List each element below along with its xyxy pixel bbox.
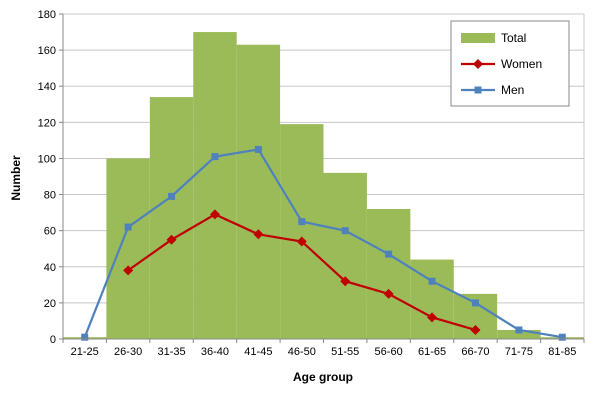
x-tick-label: 41-45 [244, 346, 272, 358]
point-women [123, 265, 134, 276]
point-men [474, 86, 482, 94]
legend-swatch-total [461, 33, 495, 43]
legend-label: Men [501, 83, 524, 97]
x-axis-title: Age group [293, 370, 353, 384]
point-women [296, 236, 307, 247]
x-tick-label: 31-35 [157, 346, 185, 358]
x-tick-label: 36-40 [201, 346, 229, 358]
y-tick-label: 0 [50, 334, 56, 346]
point-women [383, 288, 394, 299]
x-tick-label: 21-25 [71, 346, 99, 358]
line-men [83, 148, 563, 339]
legend-label: Total [501, 31, 526, 45]
x-tick-label: 51-55 [331, 346, 359, 358]
point-men [385, 250, 393, 258]
bar-total [193, 32, 237, 340]
y-tick-label: 100 [38, 153, 56, 165]
point-women [470, 324, 481, 335]
bar-total [236, 44, 281, 339]
legend: Total Women Men [450, 20, 570, 107]
point-men [168, 192, 176, 200]
point-women [473, 59, 483, 69]
bar-total [366, 209, 411, 339]
bar-total [323, 172, 367, 339]
line-series [81, 145, 566, 341]
point-men [124, 223, 132, 231]
x-tick-label: 26-30 [114, 346, 142, 358]
axes: 0 20 40 60 80 100 120 140 160 180 21-25 26-30 31-35 3… [38, 9, 585, 358]
x-tick-label: 46-50 [288, 346, 316, 358]
point-men [254, 145, 262, 153]
point-men [81, 333, 89, 341]
point-women [209, 209, 220, 220]
bar-total [497, 329, 541, 339]
legend-label: Women [501, 57, 542, 71]
point-women [340, 276, 351, 287]
point-women [253, 229, 264, 240]
point-men [211, 153, 219, 161]
y-tick-label: 140 [38, 81, 56, 93]
y-tick-label: 160 [38, 45, 56, 57]
x-tick-label: 66-70 [461, 346, 489, 358]
point-men [515, 326, 523, 334]
bar-total [149, 97, 194, 339]
y-tick-label: 20 [44, 298, 56, 310]
x-tick-label: 61-65 [418, 346, 446, 358]
y-tick-label: 40 [44, 262, 56, 274]
point-men [298, 218, 306, 226]
point-women [427, 312, 438, 323]
x-tick-label: 81-85 [548, 346, 576, 358]
bar-total [280, 124, 324, 339]
x-tick-label: 56-60 [375, 346, 403, 358]
point-men [558, 333, 566, 341]
y-tick-label: 80 [44, 190, 56, 202]
y-tick-label: 60 [44, 226, 56, 238]
point-men [471, 299, 479, 307]
y-axis-title: Number [9, 155, 23, 201]
point-men [428, 277, 436, 285]
point-men [341, 227, 349, 235]
point-women [166, 234, 177, 245]
total-bars [63, 32, 584, 340]
y-tick-label: 120 [38, 117, 56, 129]
y-tick-label: 180 [38, 9, 56, 21]
x-tick-label: 71-75 [505, 346, 533, 358]
bar-total [106, 158, 150, 339]
